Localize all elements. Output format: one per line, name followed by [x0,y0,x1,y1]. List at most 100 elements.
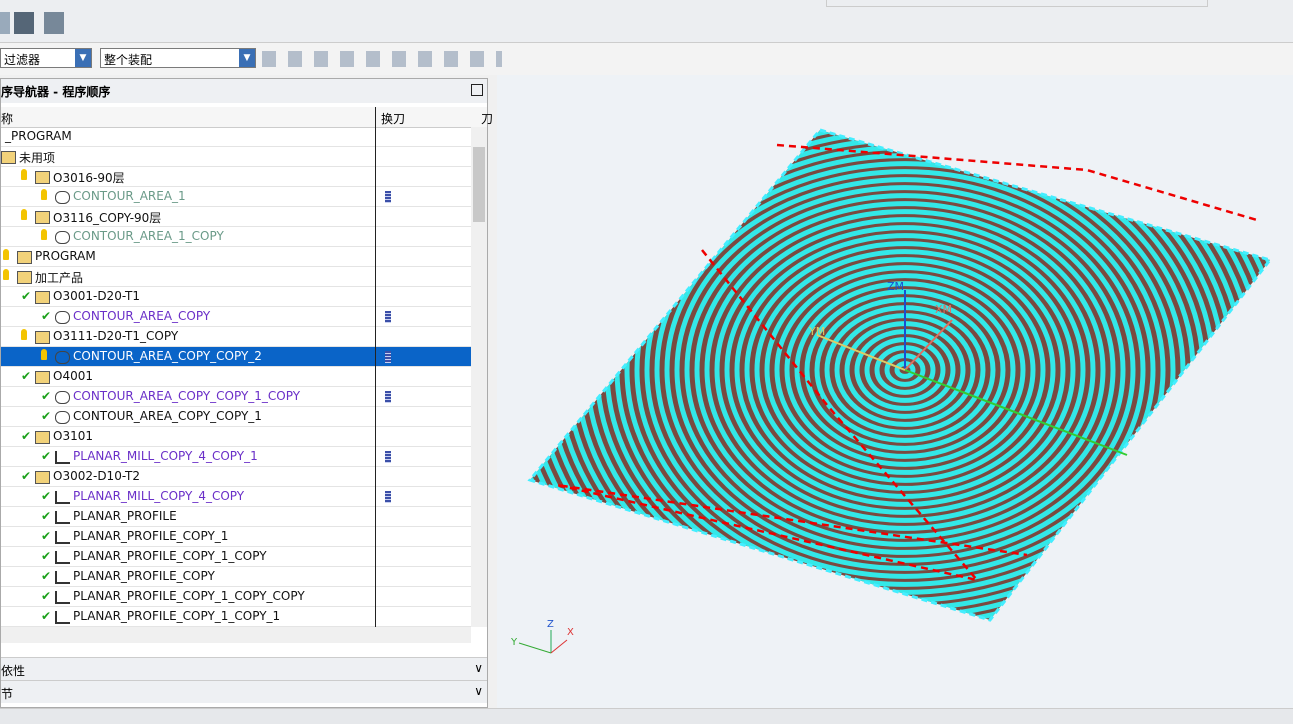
mill-icon [55,551,70,564]
tree-row[interactable]: 加工产品 [1,267,471,287]
column-header: 称 换刀 刀 [1,107,493,128]
row-label: O3116_COPY-90层 [53,211,162,225]
triad-z: Z [547,619,554,630]
tree-row[interactable]: O3111-D20-T1_COPY [1,327,471,347]
tree-row[interactable]: CONTOUR_AREA_1 [1,187,471,207]
toolpath [714,217,1096,523]
bottom-toolbar [0,708,1293,724]
toolpath [744,241,1066,499]
tree-row[interactable]: _PROGRAM [1,127,471,147]
folder-icon [35,371,50,384]
tree-row[interactable]: ✔ PLANAR_PROFILE_COPY_1 [1,527,471,547]
toolpath [784,273,1026,467]
mill-icon [55,611,70,624]
tree-row[interactable]: PROGRAM [1,247,471,267]
row-label: O3111-D20-T1_COPY [53,329,179,343]
mill-icon [55,591,70,604]
status-ok: ✔ [41,569,52,583]
toolpath [764,257,1046,483]
assembly-text: 整个装配 [104,53,153,67]
tree-row[interactable]: 未用项 [1,147,471,167]
graphics-viewport[interactable]: ZM XM YM Z X Y [497,75,1293,708]
status-pending [21,169,27,180]
status-pending [41,349,47,360]
row-label: CONTOUR_AREA_COPY [73,309,211,323]
tree-row[interactable]: CONTOUR_AREA_1_COPY [1,227,471,247]
v-scrollbar[interactable] [471,127,487,627]
toolpath [654,169,1156,571]
mill-icon [55,491,70,504]
wcs-y: YM [808,325,825,338]
tree-row[interactable]: ✔ O3101 [1,427,471,447]
tree-row[interactable]: ✔ O3002-D10-T2 [1,467,471,487]
wcs-x: XM [935,303,952,316]
row-label: CONTOUR_AREA_COPY_COPY_2 [73,349,262,363]
status-ok: ✔ [21,469,32,483]
tree-row[interactable]: ✔ CONTOUR_AREA_COPY_COPY_1 [1,407,471,427]
row-label: CONTOUR_AREA_COPY_COPY_1_COPY [73,389,301,403]
section-label: 依性 [1,664,26,678]
toolpath [644,161,1166,579]
toolbar-icons[interactable] [0,12,80,34]
toolpath [704,209,1106,531]
tree-row[interactable]: ✔ O4001 [1,367,471,387]
type-filter[interactable]: 过滤器 ▼ [0,48,92,68]
tree-row[interactable]: ✔ PLANAR_PROFILE [1,507,471,527]
triad-x: X [567,627,574,638]
column-tool[interactable]: 刀 [481,112,494,126]
mill-icon [55,571,70,584]
row-label: PLANAR_PROFILE_COPY_1_COPY_1 [73,609,281,623]
tree-row[interactable]: ✔ CONTOUR_AREA_COPY [1,307,471,327]
tree-row[interactable]: O3016-90层 [1,167,471,187]
tree-row[interactable]: ✔ CONTOUR_AREA_COPY_COPY_1_COPY [1,387,471,407]
column-toolchange[interactable]: 换刀 [381,112,406,126]
tree-row[interactable]: ✔ PLANAR_PROFILE_COPY [1,567,471,587]
toolpath [694,201,1116,539]
tree-row[interactable]: ✔ PLANAR_PROFILE_COPY_1_COPY_COPY [1,587,471,607]
column-divider [375,107,376,629]
toolbar-group[interactable] [826,0,1208,7]
folder-icon [17,271,32,284]
column-name[interactable]: 称 [1,112,14,126]
tree-row[interactable]: CONTOUR_AREA_COPY_COPY_2 [1,347,471,367]
section-dependencies[interactable]: 依性 ∨ [1,657,487,680]
tool-change-icon [385,391,391,403]
row-label: CONTOUR_AREA_COPY_COPY_1 [73,409,262,423]
tree-row[interactable]: ✔ PLANAR_MILL_COPY_4_COPY_1 [1,447,471,467]
section-details[interactable]: 节 ∨ [1,680,487,703]
maximize[interactable] [471,84,483,96]
tool-change-icon [385,491,391,503]
row-label: O3002-D10-T2 [53,469,141,483]
status-ok: ✔ [41,589,52,603]
tree-row[interactable]: ✔ PLANAR_PROFILE_COPY_1_COPY [1,547,471,567]
top-toolbar [0,0,1293,43]
h-scrollbar[interactable] [1,627,471,643]
status-pending [21,209,27,220]
row-label: PLANAR_MILL_COPY_4_COPY_1 [73,449,258,463]
tree-row[interactable]: ✔ O3001-D20-T1 [1,287,471,307]
toolbar-icons[interactable] [262,51,502,67]
status-ok: ✔ [21,289,32,303]
folder-icon [35,331,50,344]
tree-row[interactable]: O3116_COPY-90层 [1,207,471,227]
status-ok: ✔ [41,449,52,463]
status-pending [3,249,9,260]
row-label: 加工产品 [35,271,84,285]
tree-row[interactable]: ✔ PLANAR_MILL_COPY_4_COPY [1,487,471,507]
filter-text: 过滤器 [4,53,41,67]
row-label: O3101 [53,429,93,443]
mill-icon [55,451,70,464]
status-pending [3,269,9,280]
assembly-filter[interactable]: 整个装配 ▼ [100,48,256,68]
tool-change-icon [385,451,391,463]
status-ok: ✔ [41,389,52,403]
row-label: CONTOUR_AREA_1_COPY [73,229,224,243]
tool-change-icon [385,351,391,363]
status-ok: ✔ [41,509,52,523]
row-label: O4001 [53,369,93,383]
tree-row[interactable]: ✔ PLANAR_PROFILE_COPY_1_COPY_1 [1,607,471,627]
toolpath [674,185,1136,555]
row-label: O3016-90层 [53,171,125,185]
status-ok: ✔ [41,489,52,503]
status-ok: ✔ [41,549,52,563]
